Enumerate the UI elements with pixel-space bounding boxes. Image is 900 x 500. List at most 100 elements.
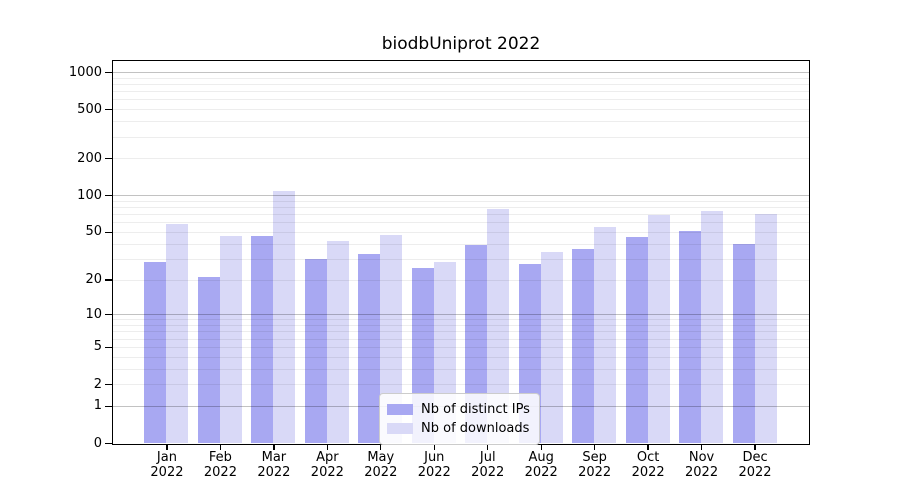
y-tick-mark [105, 383, 112, 386]
month-label: Nov [688, 449, 715, 465]
minor-gridline [113, 84, 809, 86]
y-tick-mark [105, 231, 112, 234]
x-axis-tick-label: Jun 2022 [394, 450, 474, 481]
y-axis-tick-label: 500 [77, 101, 102, 117]
x-tick-mark [754, 443, 756, 450]
year-label: 2022 [578, 465, 612, 480]
legend: Nb of distinct IPs Nb of downloads [379, 393, 540, 445]
minor-gridline [113, 77, 809, 79]
year-label: 2022 [631, 465, 665, 480]
y-tick-mark [105, 71, 112, 74]
legend-swatch-downloads [387, 423, 413, 434]
bar-downloads-apr [326, 241, 349, 443]
x-axis-tick-label: Jul 2022 [448, 450, 528, 481]
y-tick-mark [105, 346, 112, 348]
bar-distinct-ips-mar [251, 236, 274, 443]
minor-gridline [113, 319, 809, 321]
y-tick-mark [105, 195, 112, 197]
x-axis-tick-label: Aug 2022 [501, 450, 581, 481]
bar-downloads-mar [273, 191, 296, 443]
bar-downloads-jul [487, 209, 510, 443]
month-label: Jan [156, 449, 177, 465]
x-tick-mark [433, 443, 435, 450]
x-axis-tick-label: Sep 2022 [555, 450, 635, 481]
minor-gridline [113, 91, 809, 93]
y-axis-tick-label: 100 [77, 187, 102, 203]
minor-gridline [113, 331, 809, 333]
x-tick-mark [380, 443, 382, 450]
bar-downloads-jan [166, 224, 189, 443]
bar-downloads-oct [647, 214, 670, 443]
minor-gridline [113, 356, 809, 358]
minor-gridline [113, 368, 809, 370]
x-tick-mark [219, 443, 222, 450]
minor-gridline [113, 121, 809, 123]
y-tick-mark [105, 314, 112, 316]
minor-gridline [113, 258, 809, 260]
legend-item-distinct-ips: Nb of distinct IPs [387, 400, 530, 419]
y-axis-tick-label: 1000 [68, 64, 102, 80]
month-label: Sep [582, 449, 607, 465]
y-tick-mark [105, 158, 112, 160]
bar-downloads-dec [754, 214, 777, 443]
minor-gridline [113, 279, 809, 281]
x-tick-mark [647, 443, 649, 450]
minor-gridline [113, 207, 809, 209]
x-axis-tick-label: Apr 2022 [287, 450, 367, 481]
y-tick-mark [105, 109, 112, 111]
minor-gridline [113, 158, 809, 160]
minor-gridline [113, 338, 809, 340]
bar-distinct-ips-apr [304, 258, 327, 443]
plot-area [112, 60, 810, 445]
minor-gridline [113, 346, 809, 348]
year-label: 2022 [524, 465, 558, 480]
y-axis-tick-label: 2 [93, 376, 102, 392]
x-tick-mark [540, 443, 542, 450]
y-axis-tick-label: 10 [85, 306, 102, 322]
bar-distinct-ips-sep [572, 249, 595, 443]
x-tick-mark [700, 443, 703, 450]
x-axis-tick-label: Oct 2022 [608, 450, 688, 481]
bar-distinct-ips-jan [144, 262, 167, 443]
x-axis-tick-label: Nov 2022 [662, 450, 742, 481]
minor-gridline [113, 200, 809, 202]
y-axis-tick-label: 50 [85, 224, 102, 240]
month-label: Jun [424, 449, 445, 465]
year-label: 2022 [471, 465, 505, 480]
minor-gridline [113, 136, 809, 138]
year-label: 2022 [417, 465, 451, 480]
bar-downloads-feb [219, 236, 242, 443]
y-tick-mark [105, 442, 112, 445]
month-label: Feb [208, 449, 232, 465]
year-label: 2022 [150, 465, 184, 480]
y-axis-tick-label: 20 [85, 272, 102, 288]
bar-distinct-ips-feb [197, 277, 220, 443]
chart-title: biodbUniprot 2022 [381, 34, 541, 54]
bar-distinct-ips-nov [679, 230, 702, 443]
month-label: May [367, 449, 395, 465]
y-tick-mark [105, 279, 112, 281]
bar-distinct-ips-may [358, 253, 381, 443]
legend-item-downloads: Nb of downloads [387, 419, 530, 438]
minor-gridline [113, 109, 809, 111]
x-axis-tick-label: May 2022 [341, 450, 421, 481]
minor-gridline [113, 214, 809, 216]
minor-gridline [113, 231, 809, 233]
minor-gridline [113, 99, 809, 101]
x-tick-mark [273, 443, 275, 450]
x-axis-tick-label: Mar 2022 [234, 450, 314, 481]
year-label: 2022 [257, 465, 291, 480]
x-axis-tick-label: Dec 2022 [715, 450, 795, 481]
year-label: 2022 [738, 465, 772, 480]
bar-distinct-ips-dec [732, 243, 755, 443]
bar-downloads-may [380, 235, 403, 443]
x-axis-tick-label: Jan 2022 [127, 450, 207, 481]
minor-gridline [113, 384, 809, 386]
major-gridline [113, 314, 809, 316]
bar-downloads-nov [701, 211, 724, 443]
month-label: Mar [261, 449, 287, 465]
x-tick-mark [166, 443, 168, 450]
month-label: Dec [742, 449, 768, 465]
year-label: 2022 [203, 465, 237, 480]
